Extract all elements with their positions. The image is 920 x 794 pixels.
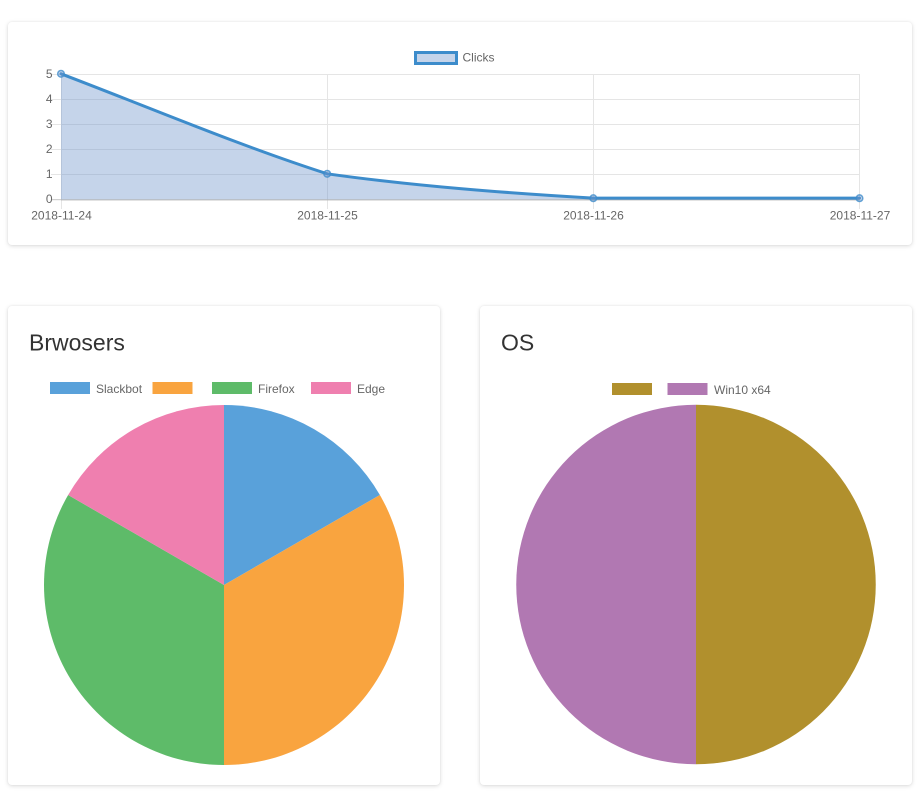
svg-text:Slackbot: Slackbot (96, 382, 143, 396)
svg-text:2: 2 (46, 142, 53, 156)
svg-text:1: 1 (46, 167, 53, 181)
svg-text:0: 0 (46, 192, 53, 206)
svg-text:2018-11-27: 2018-11-27 (830, 209, 891, 223)
svg-text:2018-11-26: 2018-11-26 (563, 209, 624, 223)
svg-text:Firefox: Firefox (258, 382, 295, 396)
svg-text:3: 3 (46, 117, 53, 131)
svg-text:Edge: Edge (357, 382, 385, 396)
svg-text:2018-11-24: 2018-11-24 (31, 209, 92, 223)
svg-text:Clicks: Clicks (463, 51, 495, 65)
svg-text:OS: OS (501, 330, 534, 356)
svg-text:4: 4 (46, 92, 53, 106)
svg-text:5: 5 (46, 67, 53, 81)
svg-text:2018-11-25: 2018-11-25 (297, 209, 358, 223)
svg-text:Brwosers: Brwosers (29, 330, 125, 356)
svg-text:Win10 x64: Win10 x64 (714, 383, 771, 397)
